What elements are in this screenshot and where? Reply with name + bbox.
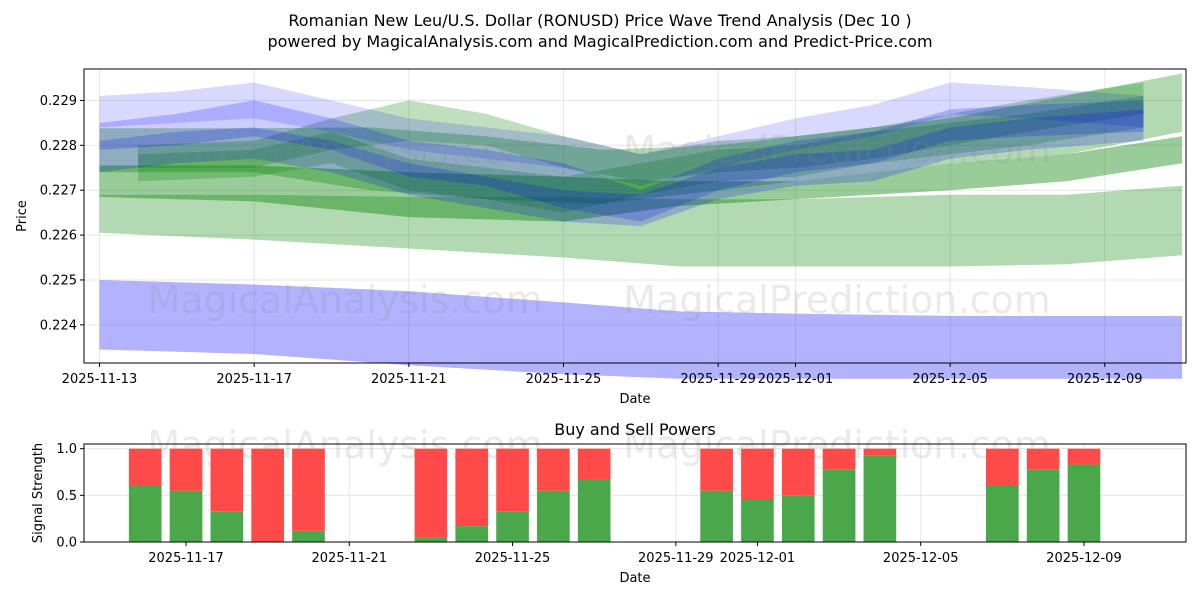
sell-bar (292, 448, 325, 531)
green-mid-band-1 (99, 136, 1183, 222)
sell-bar (741, 448, 774, 500)
green-wave-1 (138, 82, 1144, 182)
buy-bar (1067, 464, 1101, 542)
sell-bar (455, 448, 489, 527)
buy-bar (741, 500, 774, 542)
signal-y-tick-label: 1.0 (56, 442, 77, 457)
signal-y-tick-label: 0.5 (56, 489, 77, 504)
sell-bar (863, 448, 897, 456)
blue-wave-2 (99, 100, 1144, 222)
blue-wave-3 (99, 109, 1144, 227)
signal-y-ticks: 0.0 0.5 1.0 (56, 442, 84, 551)
buy-bar (537, 490, 570, 542)
watermark-prediction-mid: MagicalPrediction.com (623, 278, 1051, 322)
price-y-label: Price (15, 200, 30, 232)
buy-bar (210, 511, 244, 542)
price-y-ticks: 0.224 0.225 0.226 0.227 0.228 0.229 (40, 94, 84, 333)
price-grid (84, 69, 1186, 363)
price-x-tick-label: 2025-11-21 (371, 372, 447, 387)
price-y-tick-label: 0.229 (40, 94, 77, 109)
price-x-label: Date (619, 392, 650, 407)
chart-title-line2: powered by MagicalAnalysis.com and Magic… (267, 32, 932, 51)
signal-x-tick-label: 2025-11-29 (638, 551, 714, 566)
price-y-tick-label: 0.226 (40, 229, 77, 244)
buy-bar (414, 537, 448, 542)
watermark-prediction-top: MagicalPrediction.com (623, 128, 1051, 172)
signal-title: Buy and Sell Powers (554, 420, 716, 439)
price-panel: MagicalAnalysis.com MagicalPrediction.co… (15, 68, 1187, 407)
price-y-tick-label: 0.227 (40, 184, 77, 199)
price-x-tick-label: 2025-11-29 (680, 372, 756, 387)
buy-bar (1026, 469, 1060, 542)
buy-bar (822, 469, 856, 542)
sell-bar (414, 448, 448, 538)
chart-title-line1: Romanian New Leu/U.S. Dollar (RONUSD) Pr… (288, 11, 911, 30)
buy-bar (986, 486, 1019, 542)
buy-bar (700, 490, 733, 542)
sell-bar (822, 448, 856, 470)
buy-bar (128, 486, 162, 542)
signal-y-label: Signal Strength (31, 443, 46, 543)
price-y-tick-label: 0.228 (40, 139, 77, 154)
price-x-tick-label: 2025-12-01 (758, 372, 834, 387)
signal-x-tick-label: 2025-11-25 (475, 551, 551, 566)
sell-bar (496, 448, 529, 512)
watermark-analysis-top: MagicalAnalysis.com (147, 128, 542, 172)
sell-bar (251, 448, 284, 542)
green-wave-2 (138, 95, 1144, 213)
price-y-tick-label: 0.224 (40, 318, 77, 333)
signal-bars (128, 448, 1101, 542)
buy-bar (863, 455, 897, 542)
blue-low-band (99, 280, 1183, 379)
signal-x-tick-label: 2025-11-21 (312, 551, 388, 566)
watermark-analysis-mid: MagicalAnalysis.com (147, 278, 542, 322)
sell-bar (128, 448, 162, 486)
signal-x-tick-label: 2025-12-09 (1046, 551, 1122, 566)
buy-bar (577, 479, 611, 542)
sell-bar (781, 448, 815, 496)
price-x-tick-label: 2025-11-13 (62, 372, 138, 387)
sell-bar (169, 448, 203, 491)
price-x-tick-label: 2025-12-05 (912, 372, 988, 387)
signal-axes-frame (83, 443, 1187, 543)
buy-bar (781, 495, 815, 542)
price-x-tick-label: 2025-12-09 (1067, 372, 1143, 387)
price-axes-frame (83, 68, 1187, 364)
sell-bar (1067, 448, 1101, 465)
price-bands (99, 73, 1183, 379)
sell-bar (577, 448, 611, 480)
buy-bar (292, 530, 325, 542)
price-x-ticks: 2025-11-13 2025-11-17 2025-11-21 2025-11-25… (62, 363, 1143, 387)
sell-bar (210, 448, 244, 512)
green-mid-band-2 (99, 73, 1183, 204)
price-x-tick-label: 2025-11-25 (526, 372, 602, 387)
blue-wave-1 (99, 82, 1144, 186)
signal-panel: Buy and Sell Powers MagicalAnalysis.com … (31, 420, 1187, 586)
signal-y-tick-label: 0.0 (56, 536, 77, 551)
buy-bar (455, 526, 489, 542)
sell-bar (537, 448, 570, 491)
signal-x-label: Date (619, 571, 650, 586)
sell-bar (986, 448, 1019, 486)
signal-x-tick-label: 2025-12-05 (883, 551, 959, 566)
signal-x-tick-label: 2025-11-17 (148, 551, 224, 566)
buy-bar (496, 511, 529, 542)
price-x-tick-label: 2025-11-17 (216, 372, 292, 387)
signal-x-tick-label: 2025-12-01 (720, 551, 796, 566)
price-y-tick-label: 0.225 (40, 273, 77, 288)
signal-x-ticks: 2025-11-17 2025-11-21 2025-11-25 2025-11-29… (148, 542, 1122, 566)
green-low-band (99, 185, 1183, 267)
sell-bar (1026, 448, 1060, 470)
buy-bar (169, 490, 203, 542)
sell-bar (700, 448, 733, 491)
